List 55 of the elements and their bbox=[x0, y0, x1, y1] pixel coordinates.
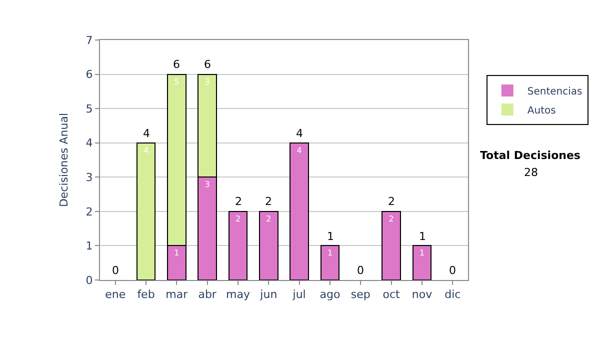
total-label: 0 bbox=[449, 264, 456, 277]
x-tick-label: jul bbox=[292, 288, 306, 302]
y-tick-label: 0 bbox=[86, 274, 93, 287]
total-label: 2 bbox=[388, 195, 395, 208]
total-label: 2 bbox=[235, 195, 242, 208]
bar bbox=[382, 210, 402, 280]
bar bbox=[320, 245, 340, 280]
data-label: 4 bbox=[296, 146, 302, 155]
x-tick-label: dic bbox=[444, 288, 461, 302]
data-label: 4 bbox=[143, 146, 149, 155]
total-label: 0 bbox=[112, 264, 119, 277]
legend-label: Autos bbox=[527, 105, 556, 116]
total-label: 2 bbox=[265, 195, 272, 208]
data-label: 1 bbox=[174, 248, 180, 258]
data-label: 3 bbox=[204, 180, 210, 190]
total-label: 0 bbox=[357, 264, 364, 277]
x-tick-label: sep bbox=[350, 288, 370, 302]
total-label: 1 bbox=[327, 230, 334, 243]
data-label: 1 bbox=[327, 248, 333, 258]
y-tick-label: 5 bbox=[86, 102, 93, 116]
total-label: 1 bbox=[419, 230, 426, 243]
x-tick-label: feb bbox=[137, 288, 155, 302]
data-label: 2 bbox=[266, 214, 272, 224]
total-label: 6 bbox=[173, 58, 180, 71]
bar bbox=[258, 210, 278, 280]
x-tick-label: oct bbox=[382, 288, 401, 302]
total-label: 4 bbox=[296, 127, 303, 140]
y-tick-label: 6 bbox=[86, 68, 93, 82]
x-tick-label: nov bbox=[412, 288, 433, 302]
x-tick-label: ene bbox=[105, 288, 126, 302]
x-tick-label: mar bbox=[166, 288, 188, 302]
y-tick-label: 4 bbox=[86, 136, 93, 150]
bar bbox=[290, 142, 310, 280]
data-label: 2 bbox=[388, 214, 394, 224]
text: 28 bbox=[524, 166, 538, 179]
bar bbox=[136, 142, 156, 280]
y-axis-title: Decisiones Anual bbox=[57, 112, 70, 208]
data-label: 1 bbox=[419, 248, 425, 258]
x-tick-label: may bbox=[226, 288, 250, 302]
bar bbox=[228, 210, 248, 280]
data-label: 5 bbox=[174, 77, 180, 86]
total-label: 4 bbox=[143, 127, 150, 140]
total-label: 6 bbox=[204, 58, 211, 71]
legend-label: Sentencias bbox=[527, 86, 582, 98]
text: Total Decisiones bbox=[480, 149, 581, 162]
data-label: 2 bbox=[235, 214, 241, 224]
y-tick-label: 1 bbox=[86, 240, 93, 253]
x-tick-label: jun bbox=[259, 288, 278, 302]
x-tick-label: ago bbox=[320, 288, 340, 302]
x-tick-label: abr bbox=[198, 288, 217, 302]
bar bbox=[412, 245, 432, 280]
y-tick-label: 2 bbox=[86, 205, 93, 218]
data-label: 3 bbox=[204, 77, 210, 86]
y-tick-label: 3 bbox=[86, 170, 93, 184]
y-tick-label: 7 bbox=[86, 34, 93, 47]
